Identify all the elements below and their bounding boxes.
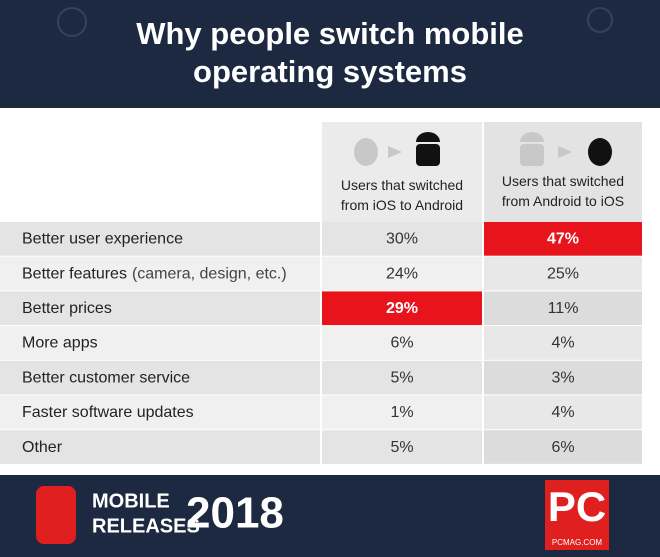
row-bg (0, 395, 320, 430)
column-header: Users that switched from iOS to Android (341, 177, 463, 213)
row-bg (0, 430, 320, 464)
cell-bg (322, 256, 482, 291)
cell-bg (484, 291, 642, 326)
decor (587, 7, 613, 33)
cell-bg (484, 326, 642, 360)
row-label: Better customer service (22, 369, 190, 386)
footer-year: 2018 (186, 489, 284, 538)
footer-text: MOBILE (92, 490, 170, 512)
cell-value: 6% (390, 335, 413, 352)
cell-value: 24% (386, 265, 418, 282)
title-line: Why people switch mobile (136, 16, 524, 51)
cell-bg (322, 430, 482, 464)
icon-android-to-ios (520, 132, 612, 166)
row-bg (0, 360, 320, 395)
row-label: Other (22, 439, 63, 456)
row-label: Better prices (22, 300, 112, 317)
cell-value: 1% (390, 404, 413, 421)
cell-bg (484, 222, 642, 256)
cell-value: 5% (390, 439, 413, 456)
cell-value: 30% (386, 231, 418, 248)
logo: PC (548, 483, 606, 530)
row-label: More apps (22, 335, 98, 352)
logo-box (545, 480, 609, 550)
cell-bg (322, 395, 482, 430)
logo-site: PCMAG.COM (552, 538, 603, 547)
row-note: (camera, design, etc.) (132, 265, 287, 282)
cell-value: 3% (551, 369, 574, 386)
column-header-bg (322, 122, 482, 222)
phone-icon (36, 486, 76, 544)
cell-value: 4% (551, 404, 574, 421)
cell-value: 6% (551, 439, 574, 456)
cell-bg (484, 430, 642, 464)
cell-bg (322, 360, 482, 395)
cell-value: 11% (548, 300, 579, 317)
column-header-bg (484, 122, 642, 222)
row-bg (0, 222, 320, 256)
cell-value: 29% (386, 300, 418, 317)
cell-bg (484, 256, 642, 291)
row-label: Better features (22, 265, 127, 282)
row-bg (0, 291, 320, 326)
row-bg (0, 256, 320, 291)
row-bg (0, 326, 320, 360)
cell-value: 5% (390, 369, 413, 386)
cell-value: 47% (547, 231, 579, 248)
decor (57, 7, 87, 37)
cell-bg (484, 395, 642, 430)
column-header: Users that switched from Android to iOS (502, 173, 624, 209)
cell-bg (322, 291, 482, 326)
title-line: operating systems (193, 54, 467, 89)
row-label: Faster software updates (22, 404, 194, 421)
icon-ios-to-android (354, 132, 440, 166)
footer-text: RELEASES (92, 515, 200, 537)
cell-value: 25% (547, 265, 579, 282)
row-label: Better user experience (22, 231, 183, 248)
cell-bg (322, 222, 482, 256)
cell-bg (322, 326, 482, 360)
header-band (0, 0, 660, 108)
cell-value: 4% (551, 335, 574, 352)
cell-bg (484, 360, 642, 395)
